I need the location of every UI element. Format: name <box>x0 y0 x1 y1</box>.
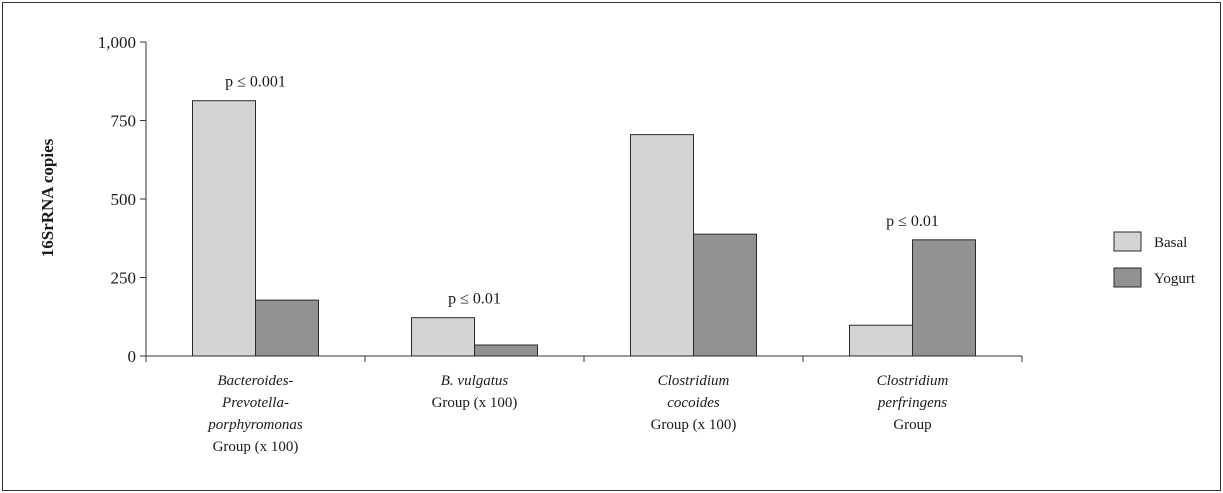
bars <box>192 100 976 357</box>
bar-basal <box>849 324 913 357</box>
p-value-annotation: p ≤ 0.01 <box>886 213 939 230</box>
bar-basal <box>192 100 256 357</box>
category-label: cocoides <box>667 395 720 411</box>
bar-basal <box>411 317 475 357</box>
x-axis <box>145 355 1023 362</box>
y-tick-label: 250 <box>111 269 137 288</box>
category-label: B. vulgatus <box>441 373 509 389</box>
category-label: Bacteroides- <box>217 373 293 389</box>
category-labels: Bacteroides- Prevotella-porphyromonas Grou… <box>207 373 948 455</box>
y-tick-label: 750 <box>111 112 137 131</box>
p-value-annotation: p ≤ 0.001 <box>225 74 286 91</box>
legend-swatch-basal <box>1113 231 1142 252</box>
y-tick-label: 1,000 <box>98 33 136 52</box>
bar-yogurt <box>912 239 976 357</box>
legend-label-yogurt: Yogurt <box>1154 271 1196 287</box>
legend-label-basal: Basal <box>1154 235 1187 251</box>
annotations: p ≤ 0.001 p ≤ 0.01 p ≤ 0.01 <box>225 74 939 308</box>
bar-yogurt <box>693 233 757 357</box>
category-label: perfringens <box>877 395 947 411</box>
category-label: Clostridium <box>877 373 949 389</box>
y-tick-label: 0 <box>128 347 137 366</box>
category-label: Group (x 100) <box>651 417 737 433</box>
category-label: Group (x 100) <box>213 439 299 455</box>
p-value-annotation: p ≤ 0.01 <box>448 291 501 308</box>
y-axis-label: 16SrRNA copies <box>38 138 57 257</box>
y-axis: 0 250 500 750 1,000 <box>98 33 147 366</box>
category-label: Clostridium <box>658 373 730 389</box>
category-label: porphyromonas <box>207 417 303 433</box>
y-tick-label: 500 <box>111 190 137 209</box>
legend-swatch-yogurt <box>1113 267 1142 288</box>
bar-yogurt <box>474 344 538 357</box>
legend: Basal Yogurt <box>1113 231 1196 288</box>
category-label: Prevotella- <box>221 395 289 411</box>
bar-basal <box>630 134 694 357</box>
category-label: Group <box>893 417 931 433</box>
category-label: Group (x 100) <box>432 395 518 411</box>
bar-yogurt <box>255 299 319 357</box>
